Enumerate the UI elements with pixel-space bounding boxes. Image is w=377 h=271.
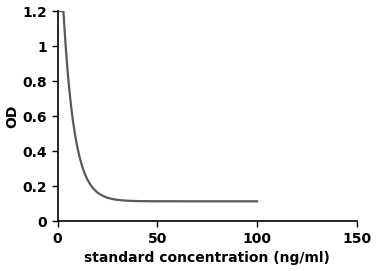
X-axis label: standard concentration (ng/ml): standard concentration (ng/ml) <box>84 251 330 265</box>
Y-axis label: OD: OD <box>6 105 20 128</box>
